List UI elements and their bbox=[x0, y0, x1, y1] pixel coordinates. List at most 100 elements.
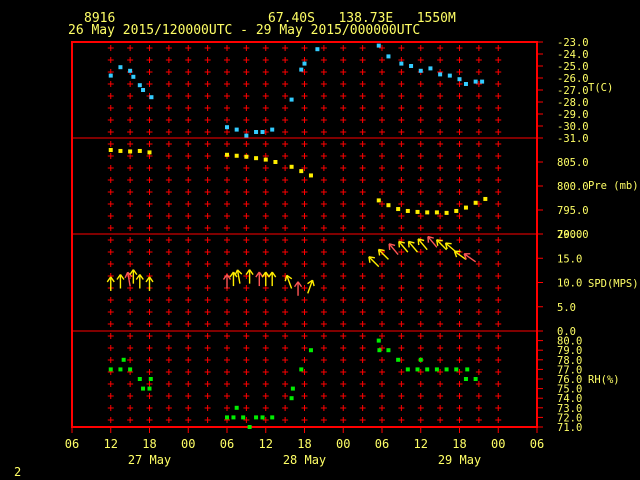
pressure-point bbox=[273, 160, 278, 164]
temperature-point bbox=[260, 130, 265, 134]
humidity-point bbox=[225, 415, 229, 420]
wind-head bbox=[268, 271, 273, 278]
humidity-point bbox=[290, 386, 295, 391]
humidity-point bbox=[405, 367, 410, 372]
temperature-point bbox=[225, 125, 229, 130]
humidity-point bbox=[299, 367, 304, 372]
y-tick-label: 5.0 bbox=[557, 302, 576, 314]
humidity-point bbox=[454, 367, 459, 372]
wind-head bbox=[444, 242, 448, 250]
wind-head bbox=[398, 240, 405, 244]
humidity-point bbox=[118, 367, 123, 372]
y-tick-label: 80.0 bbox=[557, 336, 582, 348]
humidity-point bbox=[396, 357, 401, 362]
humidity-point bbox=[376, 338, 381, 343]
wind-head bbox=[255, 271, 260, 278]
pressure-point bbox=[147, 150, 152, 155]
wind-shaft bbox=[417, 238, 428, 251]
y-tick-label: 77.0 bbox=[557, 364, 582, 376]
humidity-point bbox=[415, 367, 420, 372]
temperature-point bbox=[108, 73, 113, 78]
humidity-point bbox=[147, 386, 152, 391]
pressure-point bbox=[454, 208, 459, 213]
day-label: 27 May bbox=[128, 453, 171, 467]
panel-title: T(C) bbox=[588, 82, 613, 94]
y-tick-label: -24.0 bbox=[557, 49, 589, 61]
wind-shaft bbox=[445, 242, 457, 253]
pressure-point bbox=[108, 148, 113, 152]
wind-shaft bbox=[398, 240, 409, 253]
temperature-point bbox=[270, 127, 275, 132]
wind-head bbox=[261, 271, 267, 278]
wind-arrow bbox=[106, 276, 115, 291]
x-tick-label: 06 bbox=[220, 437, 234, 451]
temperature-point bbox=[299, 67, 304, 72]
panel-title: SPD(MPS) bbox=[588, 278, 639, 290]
humidity-point bbox=[137, 377, 142, 381]
humidity-point bbox=[434, 367, 439, 372]
wind-head bbox=[417, 238, 420, 246]
wind-head bbox=[445, 242, 452, 245]
humidity-point bbox=[121, 357, 126, 362]
temperature-point bbox=[409, 64, 414, 68]
wind-arrow bbox=[234, 269, 243, 284]
wind-head bbox=[436, 239, 443, 242]
wind-shaft bbox=[436, 239, 448, 251]
y-tick-label: 74.0 bbox=[557, 393, 582, 405]
temperature-point bbox=[234, 127, 239, 132]
wind-arrow bbox=[222, 274, 232, 289]
pressure-point bbox=[386, 203, 391, 208]
wind-shaft bbox=[407, 240, 419, 253]
wind-arrow bbox=[453, 250, 467, 260]
wind-shaft bbox=[307, 279, 314, 294]
temperature-point bbox=[399, 61, 404, 66]
humidity-point bbox=[465, 367, 470, 372]
y-tick-label: 0.0 bbox=[557, 326, 576, 338]
x-tick-label: 18 bbox=[142, 437, 156, 451]
y-tick-label: -30.0 bbox=[557, 121, 589, 133]
humidity-point bbox=[148, 377, 153, 381]
humidity-point bbox=[270, 415, 275, 420]
wind-arrow bbox=[398, 240, 409, 253]
wind-head bbox=[427, 235, 434, 239]
temperature-point bbox=[376, 43, 381, 48]
temperature-point bbox=[473, 79, 478, 84]
x-tick-label: 06 bbox=[530, 437, 544, 451]
wind-head bbox=[119, 274, 125, 280]
pressure-point bbox=[405, 208, 410, 213]
y-tick-label: 805.0 bbox=[557, 157, 589, 169]
pressure-point bbox=[128, 149, 133, 154]
temperature-point bbox=[438, 72, 443, 77]
temperature-point bbox=[244, 133, 249, 138]
temperature-point bbox=[386, 54, 391, 59]
humidity-point bbox=[377, 348, 382, 353]
wind-arrow bbox=[145, 276, 154, 291]
wind-arrow bbox=[307, 279, 315, 294]
wind-arrow bbox=[261, 271, 270, 287]
pressure-point bbox=[254, 156, 259, 161]
wind-head bbox=[139, 274, 144, 280]
wind-shaft bbox=[286, 275, 293, 289]
humidity-point bbox=[234, 405, 239, 410]
wind-arrow bbox=[444, 242, 457, 253]
wind-arrow bbox=[284, 274, 293, 289]
temperature-point bbox=[149, 95, 154, 100]
temperature-point bbox=[118, 65, 123, 70]
wind-head bbox=[110, 276, 115, 283]
pressure-point bbox=[308, 173, 313, 178]
y-tick-label: 20.0 bbox=[557, 229, 582, 241]
wind-head bbox=[293, 281, 299, 288]
panel-title: RH(%) bbox=[588, 374, 620, 386]
wind-head bbox=[435, 239, 439, 246]
wind-head bbox=[286, 274, 293, 280]
wind-head bbox=[271, 271, 277, 278]
x-tick-label: 00 bbox=[491, 437, 505, 451]
wind-head bbox=[427, 236, 430, 243]
station-location: 67.40S 138.73E 1550M bbox=[268, 11, 456, 26]
wind-shaft bbox=[236, 269, 241, 284]
wind-head bbox=[377, 249, 381, 256]
panel-title: Pre (mb) bbox=[588, 180, 639, 192]
humidity-point bbox=[425, 367, 430, 372]
wind-arrow bbox=[245, 269, 254, 284]
wind-head bbox=[463, 253, 467, 260]
